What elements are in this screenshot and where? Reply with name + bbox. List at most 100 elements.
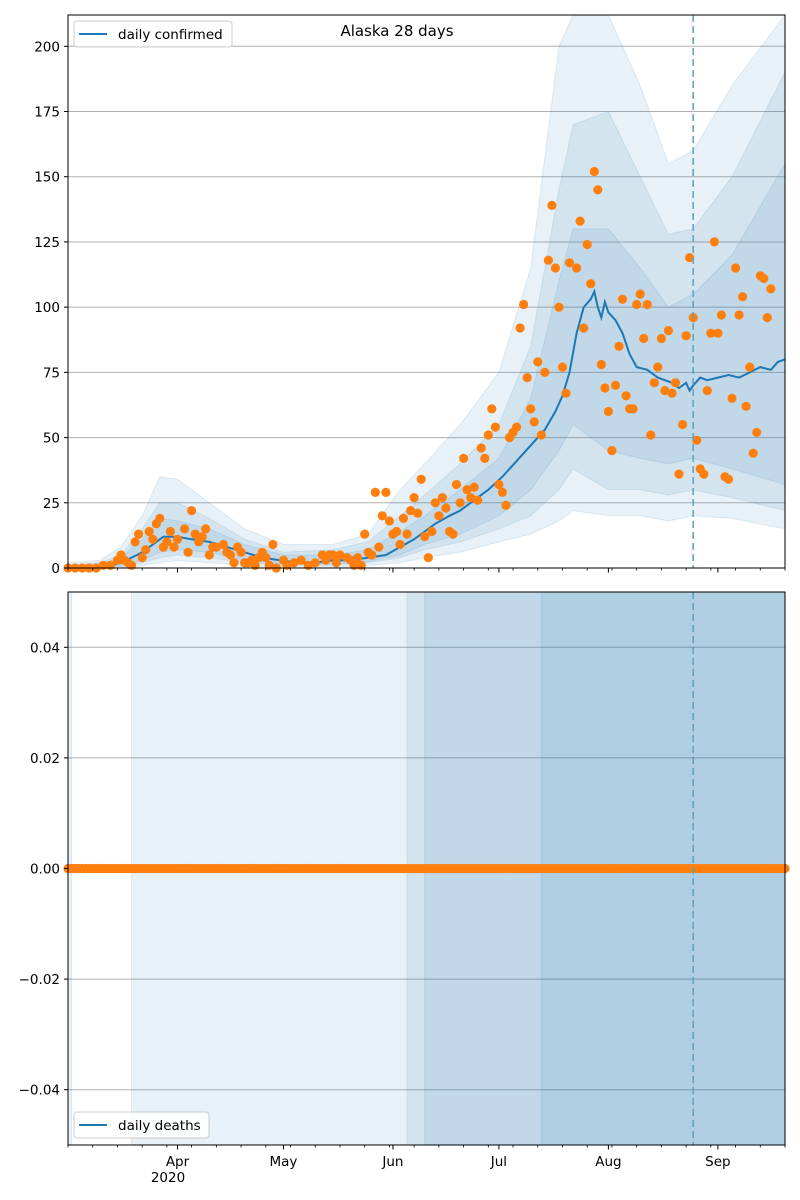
data-point	[501, 500, 511, 510]
data-point	[536, 430, 546, 440]
data-point	[667, 388, 677, 398]
data-point	[377, 511, 387, 521]
data-point	[490, 422, 500, 432]
data-point	[427, 526, 437, 537]
data-point	[480, 453, 490, 463]
data-point	[328, 550, 338, 560]
data-point	[384, 516, 394, 526]
data-point	[402, 529, 412, 539]
data-point	[141, 545, 151, 555]
data-point	[451, 479, 462, 490]
data-point	[628, 404, 638, 414]
data-point	[600, 383, 610, 393]
data-point	[331, 558, 341, 568]
confirmed-gridlines	[68, 45, 785, 569]
confirmed-plot-area	[68, 15, 785, 568]
data-point	[685, 253, 695, 263]
data-point	[621, 391, 631, 401]
data-point	[381, 487, 391, 497]
data-point	[462, 485, 472, 495]
data-point	[741, 401, 751, 411]
data-point	[469, 482, 479, 492]
data-point	[727, 393, 737, 403]
data-point	[589, 166, 599, 177]
data-point	[603, 406, 614, 417]
data-point	[593, 185, 603, 195]
y-tick-label: −0.04	[19, 1083, 60, 1099]
data-point	[752, 427, 762, 437]
confirmed-frame	[67, 14, 786, 569]
data-point	[610, 380, 621, 390]
data-point	[706, 328, 716, 338]
confirmed-points	[63, 166, 776, 573]
data-point	[713, 328, 723, 338]
data-point	[745, 362, 755, 372]
data-point	[201, 524, 211, 534]
data-point	[663, 326, 674, 336]
data-point	[738, 292, 748, 302]
data-point	[660, 386, 670, 396]
data-point	[699, 469, 709, 479]
data-point	[437, 493, 447, 503]
data-point	[519, 299, 529, 310]
x-tick-label: Sep	[705, 1154, 730, 1170]
data-point	[409, 493, 419, 503]
data-point	[197, 532, 207, 542]
data-point	[448, 529, 458, 539]
data-point	[646, 430, 656, 440]
data-point	[169, 542, 179, 552]
data-point	[511, 422, 522, 432]
confirmed-x-ticks	[67, 568, 786, 573]
data-point	[617, 294, 628, 304]
data-point	[420, 532, 430, 542]
data-point	[413, 508, 423, 518]
data-point	[734, 310, 744, 320]
data-point	[653, 362, 663, 372]
data-point	[162, 537, 172, 547]
y-tick-label: 25	[43, 496, 60, 512]
data-point	[374, 542, 384, 552]
y-tick-label: 50	[43, 431, 60, 447]
data-point	[681, 331, 691, 341]
data-point	[639, 333, 649, 344]
data-point	[430, 498, 440, 508]
data-point	[148, 534, 158, 544]
y-tick-label: 0.00	[30, 862, 60, 878]
data-point	[204, 550, 214, 560]
data-point	[483, 430, 493, 440]
data-point	[391, 526, 402, 537]
data-point	[748, 448, 758, 458]
x-tick-label: Apr	[166, 1154, 190, 1170]
data-point	[296, 555, 306, 565]
data-point	[190, 529, 200, 539]
data-point	[476, 443, 486, 453]
data-point	[459, 453, 469, 463]
data-point	[656, 333, 667, 344]
data-point	[335, 550, 345, 560]
y-tick-label: 200	[34, 39, 60, 55]
deaths-points	[63, 863, 790, 874]
data-point	[614, 341, 624, 351]
data-point	[155, 513, 165, 524]
data-point	[635, 289, 645, 299]
data-point	[172, 534, 183, 544]
data-point	[473, 495, 483, 505]
y-tick-label: 100	[34, 300, 60, 316]
data-point	[586, 279, 596, 289]
y-tick-label: 0	[51, 561, 60, 577]
data-point	[183, 547, 193, 557]
data-point	[211, 542, 221, 552]
data-point	[561, 388, 571, 398]
data-point	[572, 263, 582, 273]
data-point	[674, 469, 684, 479]
y-tick-label: 75	[43, 365, 60, 381]
data-point	[134, 529, 144, 539]
data-point	[575, 216, 585, 226]
data-point	[716, 310, 727, 320]
x-tick-label: Jul	[490, 1154, 507, 1170]
data-point	[607, 446, 617, 456]
data-point	[579, 323, 589, 333]
data-point	[406, 506, 416, 516]
data-point	[370, 487, 380, 497]
